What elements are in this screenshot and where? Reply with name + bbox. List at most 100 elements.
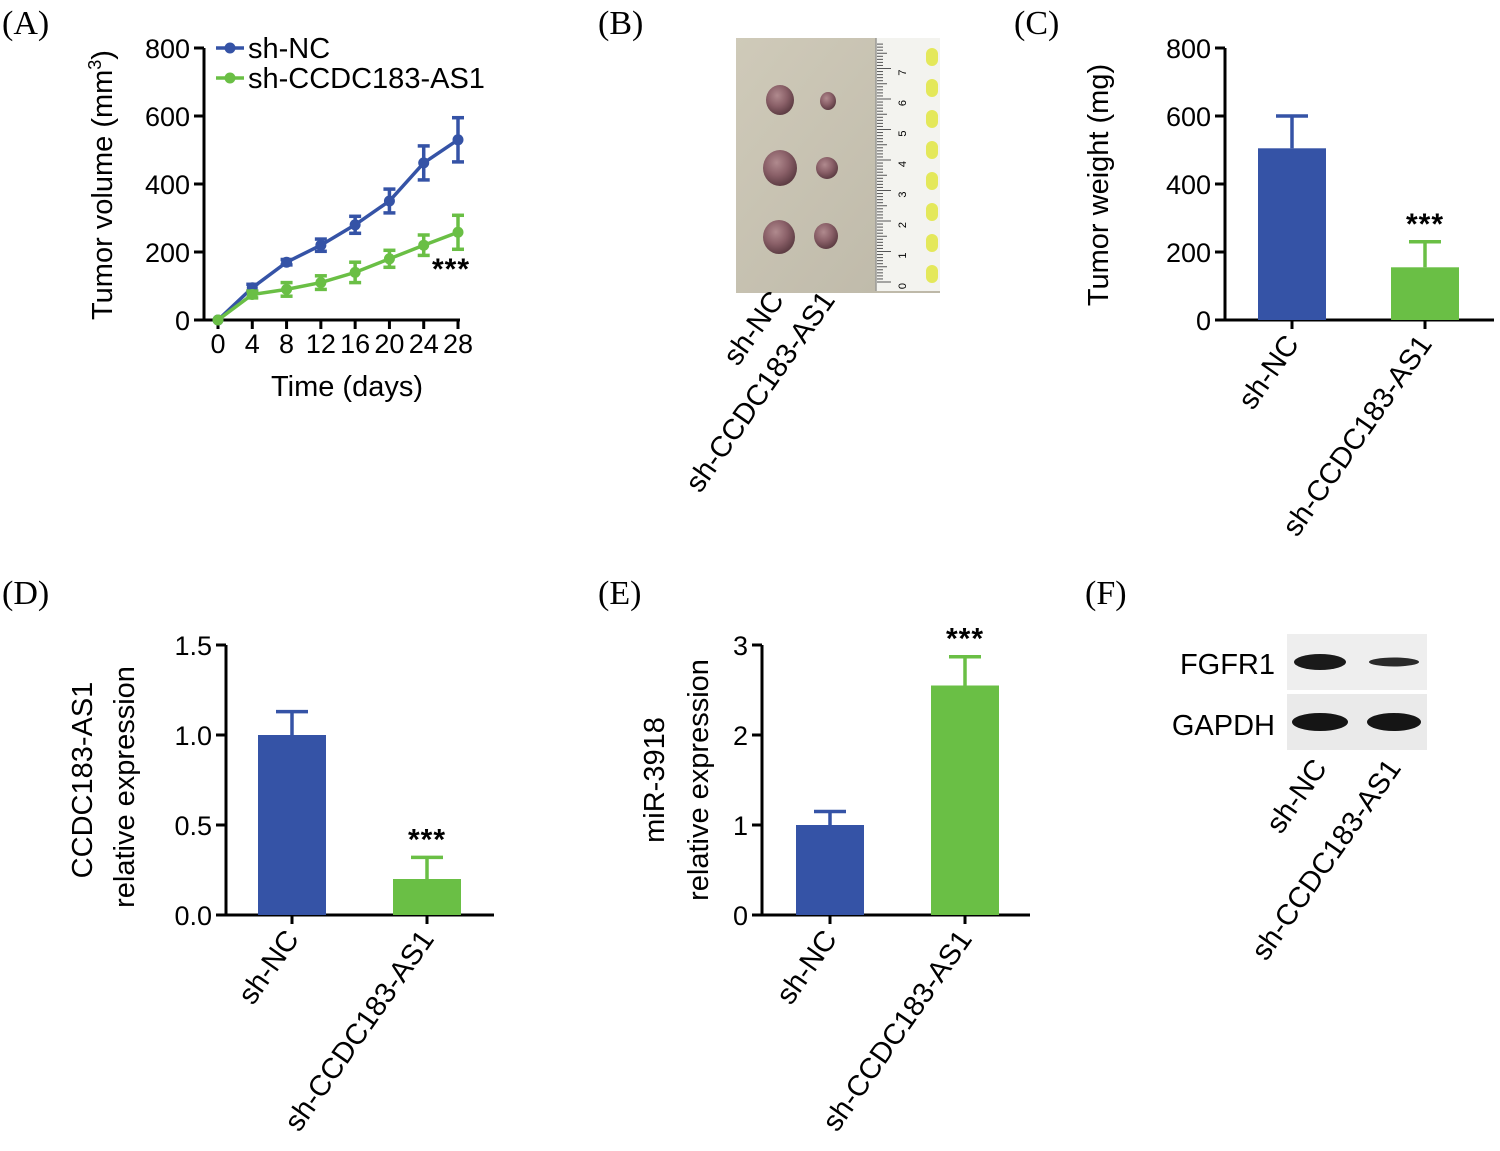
ruler-digit: 6 <box>897 100 909 106</box>
data-point <box>281 256 293 268</box>
data-point <box>452 134 464 146</box>
ruler-marks <box>926 48 938 283</box>
x-tick-label: sh-CCDC183-AS1 <box>279 925 441 1137</box>
y-tick-label: 200 <box>145 238 190 268</box>
x-tick-label: sh-NC <box>1232 330 1305 416</box>
x-tick-label: 24 <box>409 329 439 359</box>
x-tick-label: 12 <box>306 329 336 359</box>
y-tick-label: 800 <box>1166 34 1211 64</box>
y-axis-label-superscript: 3 <box>85 60 105 70</box>
y-axis-label-line2: relative expression <box>109 666 141 908</box>
y-axis-label-line1: CCDC183-AS1 <box>67 682 99 879</box>
bar-sh-nc <box>1258 148 1326 320</box>
legend-marker <box>224 72 236 84</box>
panel-label-a: (A) <box>2 5 49 42</box>
x-tick-label: sh-NC <box>232 925 305 1011</box>
tumor-sh-nc-1 <box>766 85 794 115</box>
svg-text:Tumor volume (mm3): Tumor volume (mm3) <box>85 50 119 320</box>
y-axis-label: Tumor volume (mm3) <box>85 50 119 320</box>
blot-label-sh-nc: sh-NC <box>1260 754 1333 840</box>
ruler-mark <box>926 203 938 221</box>
x-tick-label: sh-NC <box>770 925 843 1011</box>
ruler-mark <box>926 79 938 97</box>
data-point <box>281 283 293 295</box>
panel-label-b: (B) <box>598 5 643 42</box>
ruler-digit: 5 <box>897 130 909 136</box>
x-tick-label: 0 <box>210 329 225 359</box>
significance-annotation: *** <box>408 823 446 856</box>
panel-label-c: (C) <box>1014 5 1059 42</box>
data-point <box>349 219 361 231</box>
western-blot: FGFR1 GAPDH sh-NC sh-CCDC183-AS1 <box>1172 634 1427 966</box>
bar-sh-nc <box>258 735 326 915</box>
x-tick-label: 4 <box>245 329 260 359</box>
ruler-mark <box>926 48 938 66</box>
data-point <box>452 226 464 238</box>
ruler-mark <box>926 234 938 252</box>
bar-sh-ccdc183-as1 <box>393 879 461 915</box>
y-axis-label-line1: miR-3918 <box>639 717 671 843</box>
tumor-sh-ccdc183-as1-3 <box>814 223 838 249</box>
band-fgfr1-sh-ccdc183-as1 <box>1369 657 1419 667</box>
panel-label-d: (D) <box>2 575 49 612</box>
data-point <box>315 277 327 289</box>
ruler-digits: 0 1 2 3 4 5 6 7 <box>897 69 909 289</box>
blot-label-sh-ccdc183-as1: sh-CCDC183-AS1 <box>1246 754 1408 966</box>
y-axis-label-line2: relative expression <box>683 659 715 901</box>
y-tick-label: 0 <box>1196 306 1211 336</box>
significance-annotation: *** <box>1406 208 1444 241</box>
tumor-sh-nc-3 <box>763 220 795 254</box>
y-tick-label: 600 <box>145 102 190 132</box>
ruler-digit: 1 <box>897 252 909 258</box>
band-gapdh-sh-ccdc183-as1 <box>1367 713 1421 731</box>
y-tick-label: 1.5 <box>174 631 212 661</box>
bar-sh-ccdc183-as1 <box>1391 267 1459 320</box>
y-tick-label: 0 <box>733 901 748 931</box>
data-point <box>315 239 327 251</box>
x-tick-label: sh-CCDC183-AS1 <box>817 925 979 1137</box>
x-tick-label: 16 <box>340 329 370 359</box>
y-axis-label-close: ) <box>87 50 119 60</box>
ruler-mark <box>926 265 938 283</box>
bar-sh-ccdc183-as1 <box>931 685 999 915</box>
tumor-sh-ccdc183-as1-2 <box>816 157 838 179</box>
tumor-sh-nc-2 <box>763 150 797 186</box>
bar-chart-tumor-weight: Tumor weight (mg) 0 200 400 600 800 sh-NCsh-C… <box>1083 34 1494 542</box>
bar-chart-mir-3918-expression: miR-3918 relative expression 0 1 2 3 sh-NCsh… <box>639 623 1030 1137</box>
panel-label-e: (E) <box>598 575 641 612</box>
y-tick-label: 0.5 <box>174 811 212 841</box>
x-axis-label: Time (days) <box>271 371 423 403</box>
y-tick-label: 1 <box>733 811 748 841</box>
y-tick-label: 0.0 <box>174 901 212 931</box>
ruler-digit: 4 <box>897 161 909 167</box>
data-point <box>418 157 430 169</box>
series-line-1 <box>216 230 459 322</box>
y-tick-label: 800 <box>145 34 190 64</box>
x-tick-label: 20 <box>374 329 404 359</box>
legend-label: sh-NC <box>248 33 330 65</box>
y-tick-label: 2 <box>733 721 748 751</box>
panel-label-f: (F) <box>1085 575 1127 612</box>
y-tick-label: 0 <box>175 306 190 336</box>
y-tick-label: 400 <box>145 170 190 200</box>
data-point <box>383 195 395 207</box>
legend-label: sh-CCDC183-AS1 <box>248 63 485 95</box>
significance-annotation: *** <box>432 253 470 286</box>
ruler-mark <box>926 110 938 128</box>
ruler-mark <box>926 141 938 159</box>
ruler-ticks <box>877 43 891 283</box>
data-point <box>418 239 430 251</box>
band-fgfr1-sh-nc <box>1294 654 1346 670</box>
y-tick-label: 600 <box>1166 102 1211 132</box>
legend-marker <box>224 42 236 54</box>
y-tick-label: 3 <box>733 631 748 661</box>
blot-row-label-gapdh: GAPDH <box>1172 710 1275 742</box>
y-tick-label: 200 <box>1166 238 1211 268</box>
bar-sh-nc <box>796 825 864 915</box>
ruler-digit: 0 <box>897 283 909 289</box>
data-point <box>246 289 258 300</box>
x-tick-label: 28 <box>443 329 473 359</box>
y-tick-label: 400 <box>1166 170 1211 200</box>
